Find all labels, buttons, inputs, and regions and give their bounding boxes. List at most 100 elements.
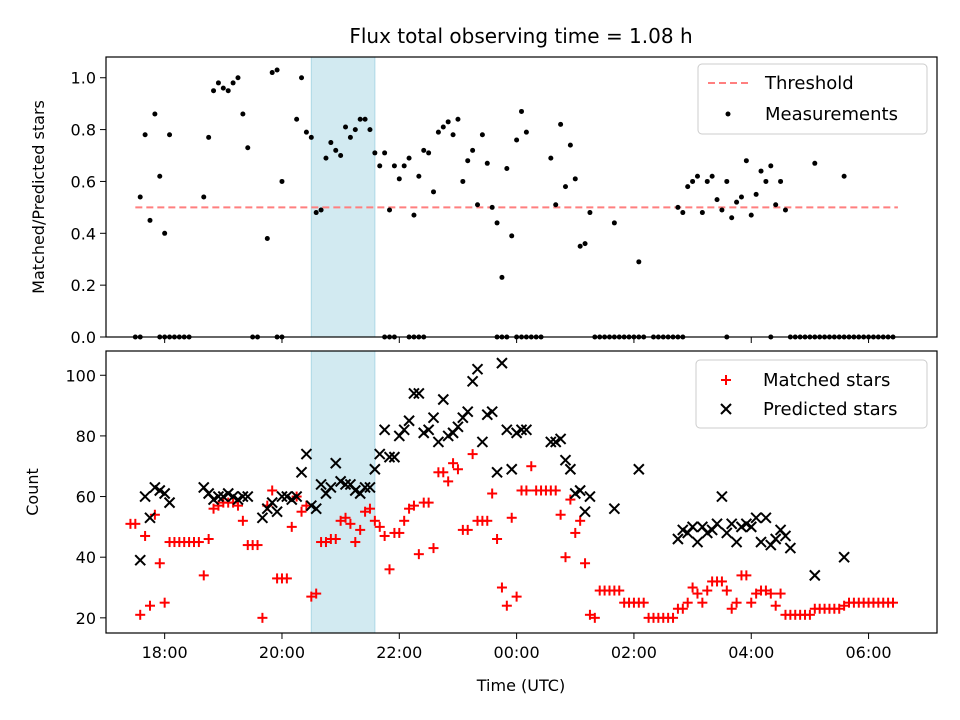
matched-star-point xyxy=(462,524,473,535)
x-tick-label: 00:00 xyxy=(494,643,540,662)
predicted-star-point xyxy=(408,387,420,400)
measurement-point xyxy=(504,165,510,171)
top-panel: 0.0 0.2 0.4 0.6 0.8 1.0 Matched/Predicted sta… xyxy=(29,56,938,347)
matched-star-point xyxy=(301,500,312,511)
legend-matched-label: Matched stars xyxy=(763,370,890,391)
matched-star-point xyxy=(487,488,498,499)
measurement-point xyxy=(391,163,397,169)
measurement-point xyxy=(352,127,358,133)
bottom-axes-frame xyxy=(105,350,938,634)
measurement-point xyxy=(382,150,388,156)
matched-star-point xyxy=(149,509,160,520)
measurement-point xyxy=(709,173,715,179)
measurement-point xyxy=(201,194,207,200)
legend-predicted-swatch xyxy=(720,403,732,415)
measurement-point xyxy=(465,158,471,164)
predicted-star-point xyxy=(383,451,396,463)
matched-star-point xyxy=(506,512,517,523)
top-y-tick-label: 0.6 xyxy=(71,172,96,191)
predicted-star-point xyxy=(769,533,782,545)
predicted-star-point xyxy=(471,363,484,375)
predicted-star-point xyxy=(413,387,425,400)
matched-star-point xyxy=(413,549,424,560)
predicted-star-point xyxy=(745,521,757,533)
measurement-point xyxy=(489,204,495,210)
matched-star-point xyxy=(565,494,576,505)
measurement-point xyxy=(685,184,691,190)
measurement-point xyxy=(445,119,451,125)
matched-star-point xyxy=(716,576,727,587)
measurement-point xyxy=(475,202,481,208)
matched-star-point xyxy=(560,552,571,563)
predicted-star-point xyxy=(300,448,313,460)
measurement-point xyxy=(435,129,441,135)
legend-predicted-label: Predicted stars xyxy=(763,399,897,420)
measurement-point xyxy=(215,80,221,86)
measurement-point xyxy=(748,212,754,218)
predicted-star-point xyxy=(339,478,352,491)
matched-star-point xyxy=(775,588,786,599)
measurement-point xyxy=(782,207,788,213)
measurement-point xyxy=(577,243,583,249)
matched-star-point xyxy=(438,467,449,478)
predicted-star-point xyxy=(134,554,146,566)
measurement-point xyxy=(499,274,505,280)
measurement-point xyxy=(396,176,402,182)
matched-star-point xyxy=(721,585,732,596)
predicted-star-point xyxy=(501,424,513,436)
legend-measurements-swatch xyxy=(725,111,731,117)
matched-star-point xyxy=(702,585,713,596)
predicted-star-point xyxy=(330,457,342,469)
measurement-point xyxy=(206,134,212,140)
matched-star-point xyxy=(550,485,561,496)
predicted-star-point xyxy=(730,536,743,548)
predicted-star-point xyxy=(515,424,528,436)
matched-star-point xyxy=(394,527,405,538)
matched-star-point xyxy=(384,564,395,575)
predicted-star-point xyxy=(755,536,767,548)
measurement-point xyxy=(411,212,417,218)
bottom-y-tick-label: 80 xyxy=(76,427,96,446)
predicted-star-point xyxy=(716,490,728,503)
measurement-point xyxy=(484,160,490,166)
x-tick-label: 06:00 xyxy=(846,643,892,662)
predicted-star-point xyxy=(276,490,288,503)
matched-star-point xyxy=(521,485,532,496)
matched-star-point xyxy=(144,600,155,611)
measurement-point xyxy=(362,116,368,122)
measurement-point xyxy=(460,178,466,184)
matched-star-point xyxy=(203,534,214,544)
measurement-point xyxy=(704,178,710,184)
measurement-point xyxy=(450,132,456,138)
predicted-star-point xyxy=(476,436,489,448)
measurement-point xyxy=(758,168,764,174)
matched-star-point xyxy=(692,588,703,599)
predicted-star-point xyxy=(608,502,621,515)
predicted-star-point xyxy=(584,490,596,503)
measurement-point xyxy=(773,202,779,208)
measurement-point xyxy=(377,163,383,169)
legend-matched-swatch xyxy=(721,375,731,385)
measurement-point xyxy=(734,199,740,205)
predicted-star-point xyxy=(237,490,249,503)
predicted-star-point xyxy=(369,463,381,475)
top-y-tick-label: 0.4 xyxy=(71,224,96,243)
top-y-axis-label: Matched/Predicted stars xyxy=(29,100,48,294)
measurement-point xyxy=(367,127,373,133)
measurement-point xyxy=(494,220,500,226)
measurement-point xyxy=(220,85,226,91)
predicted-star-point xyxy=(760,512,772,524)
measurement-point xyxy=(264,235,270,241)
matched-star-point xyxy=(746,597,757,608)
matched-star-point xyxy=(286,521,297,532)
predicted-star-point xyxy=(466,375,479,388)
measurement-point xyxy=(240,111,246,117)
measurement-point xyxy=(313,210,319,216)
top-y-tick-label: 0.2 xyxy=(71,276,96,295)
predicted-star-point xyxy=(721,527,733,539)
predicted-star-point xyxy=(520,424,533,436)
predicted-star-point xyxy=(378,424,391,436)
matched-star-point xyxy=(555,509,566,520)
predicted-star-point xyxy=(271,506,283,518)
measurement-point xyxy=(558,121,564,127)
